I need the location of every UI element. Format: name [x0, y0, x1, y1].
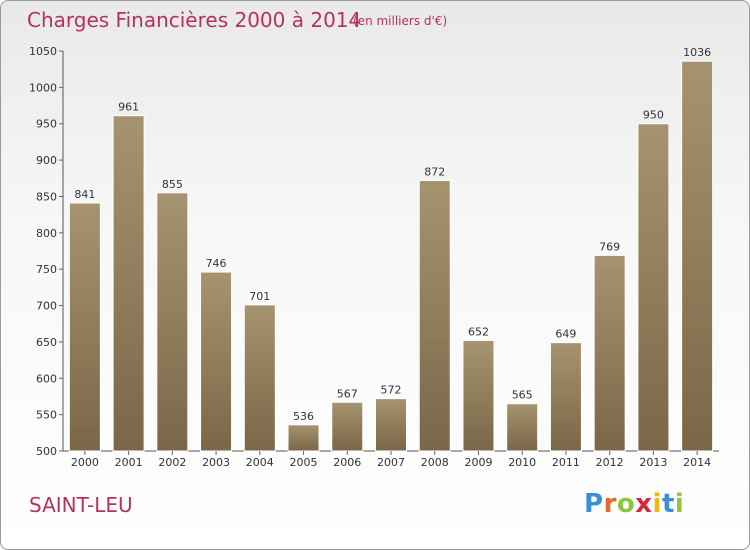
- y-tick-label: 900: [36, 154, 57, 167]
- bar: [156, 192, 189, 452]
- y-tick-label: 800: [36, 227, 57, 240]
- bar-value-label: 950: [643, 109, 664, 122]
- bar: [418, 179, 451, 452]
- x-tick-label: 2005: [290, 456, 318, 469]
- logo-letter: r: [603, 489, 617, 519]
- bar-value-label: 536: [293, 410, 314, 423]
- y-tick-label: 1050: [29, 45, 57, 58]
- x-tick-label: 2004: [246, 456, 274, 469]
- bar-value-label: 572: [381, 384, 402, 397]
- bar-value-label: 872: [424, 165, 445, 178]
- bar: [681, 60, 714, 452]
- bar-value-label: 746: [206, 257, 227, 270]
- y-tick-label: 1000: [29, 81, 57, 94]
- x-tick-label: 2002: [158, 456, 186, 469]
- y-tick-label: 550: [36, 409, 57, 422]
- bar: [243, 304, 276, 452]
- chart-subtitle: (en milliers d'€): [353, 14, 448, 28]
- x-tick-label: 2010: [508, 456, 536, 469]
- bar-value-label: 841: [74, 188, 95, 201]
- bar-value-label: 565: [512, 389, 533, 402]
- x-tick-label: 2006: [333, 456, 361, 469]
- bar-value-label: 567: [337, 387, 358, 400]
- logo-letter: x: [635, 489, 653, 519]
- bar: [287, 424, 320, 452]
- commune-name: SAINT-LEU: [29, 493, 133, 517]
- bar-value-label: 1036: [683, 46, 711, 59]
- bar: [68, 202, 101, 452]
- bar-value-label: 701: [249, 290, 270, 303]
- bar-value-label: 649: [555, 328, 576, 341]
- bar-value-label: 961: [118, 101, 139, 114]
- logo-letter: o: [616, 489, 636, 519]
- chart-title: Charges Financières 2000 à 2014: [27, 8, 362, 32]
- bar: [637, 123, 670, 452]
- x-tick-label: 2011: [552, 456, 580, 469]
- x-tick-label: 2012: [596, 456, 624, 469]
- x-tick-label: 2001: [115, 456, 143, 469]
- x-tick-label: 2007: [377, 456, 405, 469]
- bar: [331, 401, 364, 452]
- x-tick-label: 2014: [683, 456, 711, 469]
- logo-letter: t: [661, 489, 675, 519]
- x-tick-label: 2008: [421, 456, 449, 469]
- proxiti-logo[interactable]: Proxiti: [584, 489, 684, 519]
- x-tick-label: 2009: [464, 456, 492, 469]
- bar: [593, 254, 626, 452]
- x-tick-label: 2003: [202, 456, 230, 469]
- bar-value-label: 855: [162, 178, 183, 191]
- bar: [462, 339, 495, 452]
- y-tick-label: 850: [36, 190, 57, 203]
- bar: [112, 115, 145, 452]
- bar: [375, 398, 407, 452]
- bar-value-label: 769: [599, 240, 620, 253]
- y-tick-label: 750: [36, 263, 57, 276]
- x-tick-label: 2013: [639, 456, 667, 469]
- logo-letter: P: [584, 489, 604, 519]
- y-tick-label: 650: [36, 336, 57, 349]
- bar-value-label: 652: [468, 325, 489, 338]
- x-tick-label: 2000: [71, 456, 99, 469]
- bar: [200, 271, 233, 452]
- logo-letter: i: [674, 489, 685, 519]
- y-tick-label: 500: [36, 445, 57, 458]
- bar: [549, 342, 582, 452]
- y-tick-label: 700: [36, 300, 57, 313]
- bar: [506, 403, 539, 452]
- y-tick-label: 600: [36, 372, 57, 385]
- y-tick-label: 950: [36, 118, 57, 131]
- logo-letter: i: [652, 489, 662, 519]
